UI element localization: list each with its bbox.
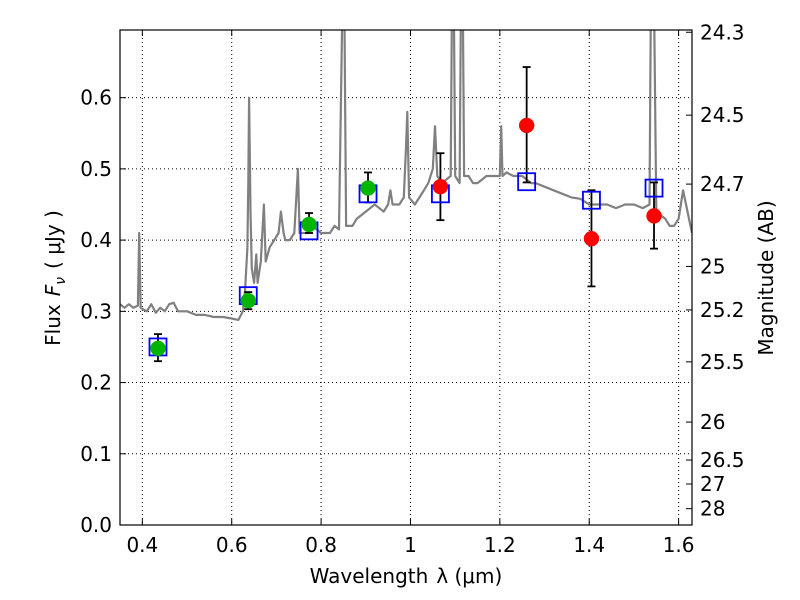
x-axis-label: Wavelength λ (μm) — [310, 564, 503, 588]
red-point — [646, 208, 662, 224]
y-tick-label: 0.0 — [80, 513, 112, 537]
grid — [120, 30, 692, 526]
y-tick-label: 0.5 — [80, 157, 112, 181]
y-tick-label: 0.6 — [80, 86, 112, 110]
template-spectrum-line — [120, 30, 692, 321]
y2-axis-label: Magnitude (AB) — [754, 200, 778, 355]
model-square — [582, 190, 601, 210]
x-tick-label: 0.4 — [126, 533, 158, 557]
y2-tick-label: 26.5 — [700, 448, 745, 472]
y2-tick-label: 24.3 — [700, 20, 745, 44]
x-tick-label: 1.2 — [484, 533, 516, 557]
model-square — [517, 172, 537, 192]
y-axis-label-units: ( μJy ) — [41, 210, 65, 269]
x-tick-label: 1.6 — [663, 533, 695, 557]
y2-tick-label: 26 — [700, 410, 725, 434]
x-axis-label-text: Wavelength — [310, 564, 429, 588]
red-point — [583, 230, 600, 247]
red-point — [518, 117, 535, 134]
axis-ticks: 0.4 0.6 0.8 1 1.2 1.4 1.6 0.0 0.1 0.2 0.3 0.4 0.5 0.6… — [80, 20, 744, 557]
y2-tick-label: 25 — [700, 254, 725, 278]
y-tick-label: 0.2 — [80, 371, 112, 395]
y-axis-label-sub: ν — [53, 277, 69, 285]
y-axis-label-text: Flux — [41, 304, 65, 346]
x-axis-label-math: λ (μm) — [436, 564, 502, 588]
y2-tick-label: 24.5 — [700, 103, 745, 127]
x-tick-label: 1.4 — [573, 533, 605, 557]
x-tick-label: 0.8 — [305, 533, 337, 557]
plot-frame — [119, 29, 693, 526]
x-tick-label: 0.6 — [216, 533, 248, 557]
y-tick-label: 0.4 — [80, 228, 112, 252]
y-tick-label: 0.3 — [80, 299, 112, 323]
y2-tick-label: 25.5 — [700, 350, 745, 374]
y2-tick-label: 24.7 — [700, 172, 745, 196]
model-square — [644, 178, 664, 198]
green-point — [150, 340, 166, 357]
y-axis-label-symbol: F — [41, 284, 65, 296]
y2-tick-label: 25.2 — [700, 298, 745, 322]
green-point — [301, 216, 317, 233]
green-point — [360, 180, 376, 196]
x-tick-label: 1 — [404, 533, 417, 557]
y2-tick-label: 27 — [700, 472, 725, 496]
plot-area — [120, 30, 692, 363]
y-axis-label: Flux Fν ( μJy ) — [41, 210, 69, 346]
y-tick-label: 0.1 — [80, 442, 112, 466]
green-point — [240, 292, 257, 309]
red-point — [432, 178, 449, 195]
y2-tick-label: 28 — [700, 497, 725, 521]
